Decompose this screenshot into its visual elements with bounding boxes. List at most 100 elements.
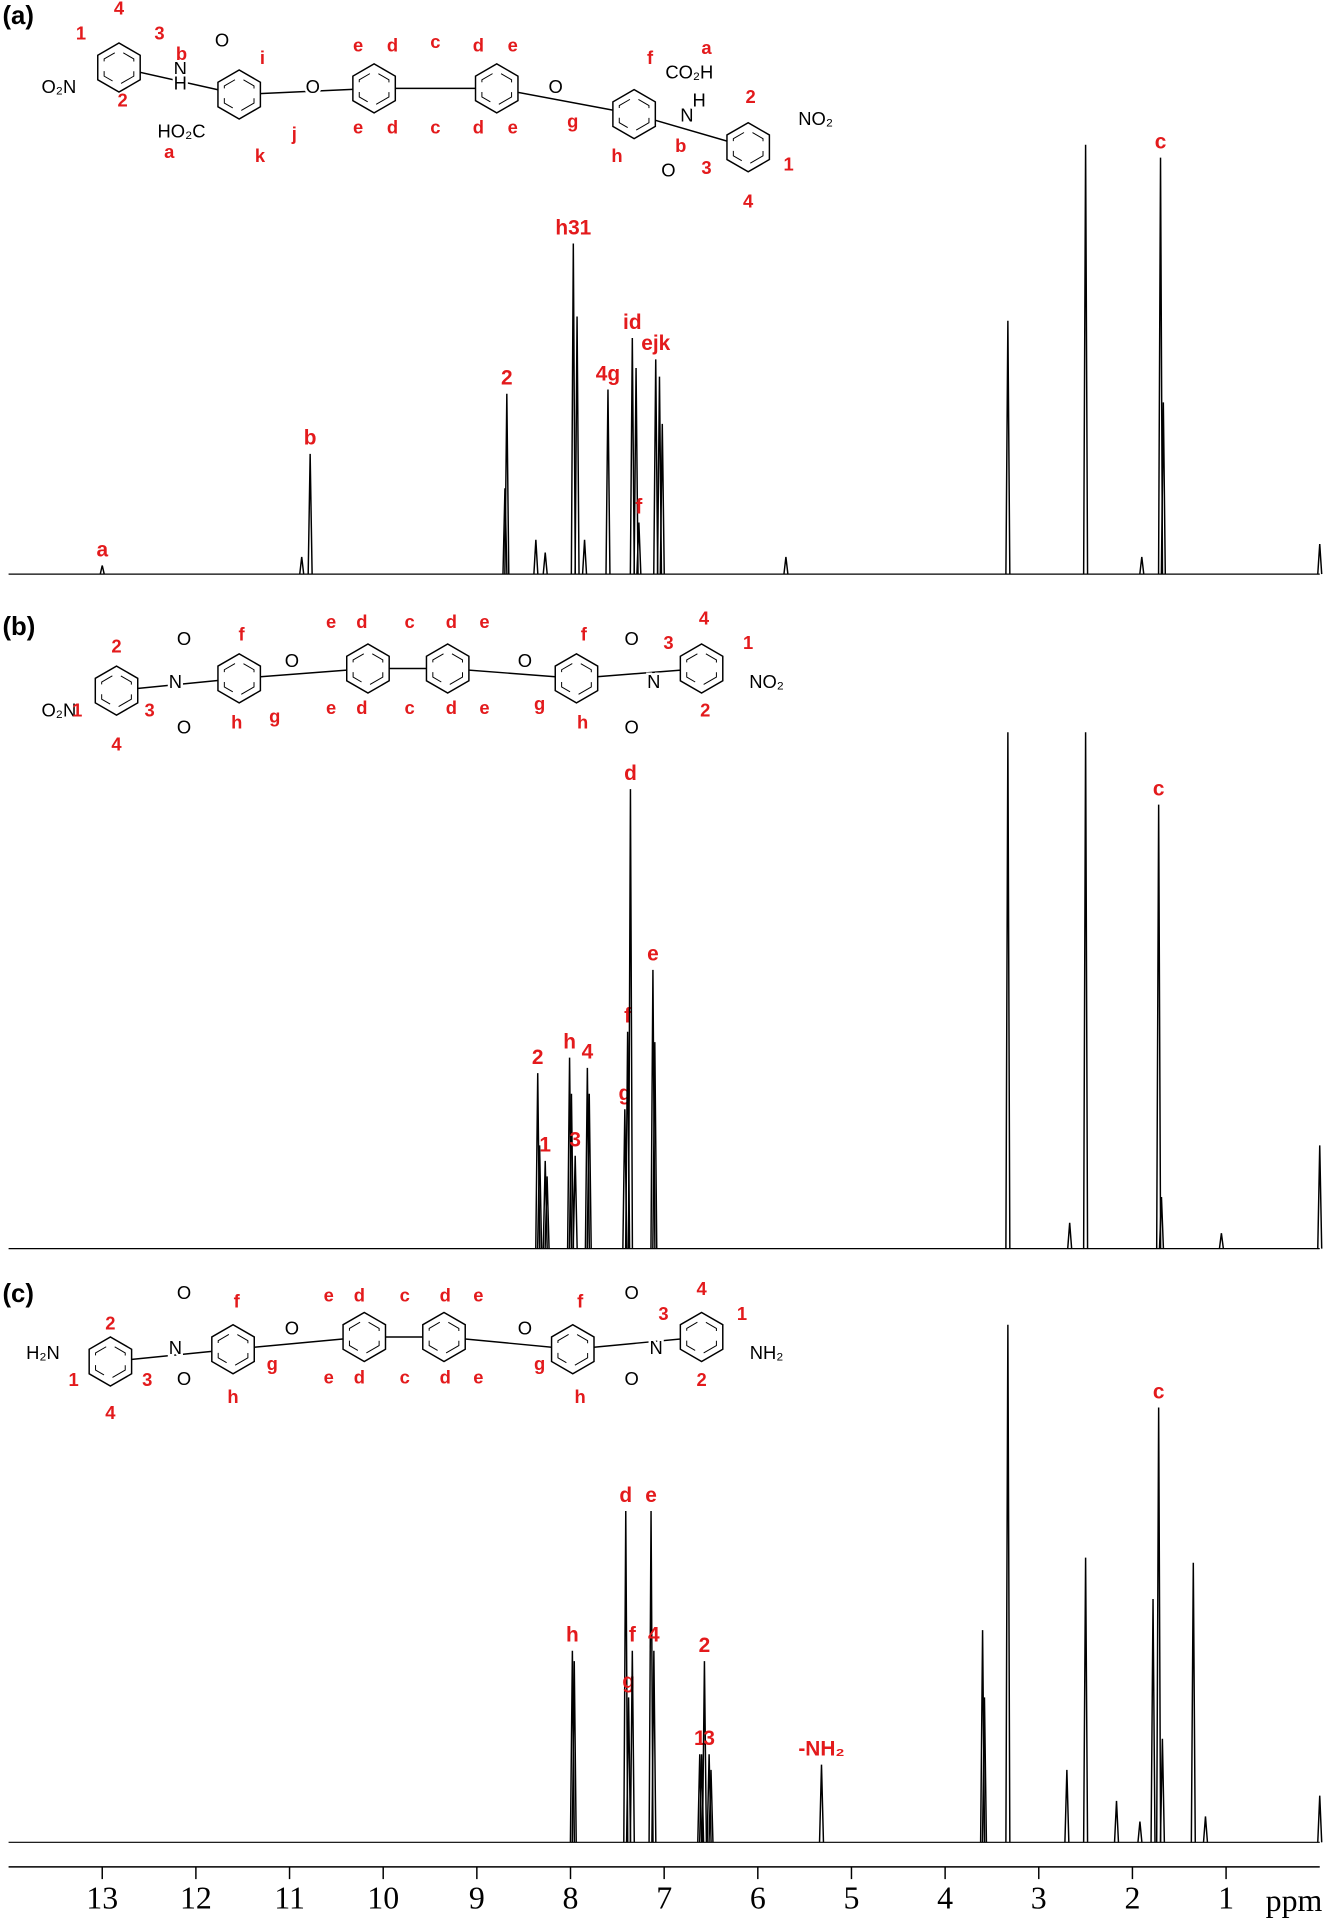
peak-label: c xyxy=(1153,777,1165,800)
structure-atom: O xyxy=(215,30,229,51)
structure-label: e xyxy=(508,117,518,138)
structure-atom: O xyxy=(177,1282,191,1303)
peak-label: f xyxy=(629,1624,636,1647)
peak xyxy=(1005,320,1011,575)
peak-label: d xyxy=(624,762,637,785)
peak-label: c xyxy=(1153,1380,1165,1403)
peak xyxy=(627,789,634,1249)
ring-inner xyxy=(481,70,513,107)
peak xyxy=(536,1145,543,1249)
ring-inner xyxy=(358,70,390,107)
structure-label: 3 xyxy=(663,632,673,653)
peak xyxy=(1005,1324,1011,1843)
structure-atom: O xyxy=(177,1368,191,1389)
bond xyxy=(496,87,635,115)
peak-label: ejk xyxy=(641,332,670,355)
peak xyxy=(1158,1197,1165,1249)
ring xyxy=(422,1311,466,1363)
structure-label: e xyxy=(324,1367,334,1388)
ring-inner xyxy=(432,650,464,687)
structure-label: 1 xyxy=(784,154,794,175)
structure-atom: O xyxy=(625,1282,639,1303)
structure-label: 2 xyxy=(700,699,710,720)
structure-label: 3 xyxy=(145,699,155,720)
peak xyxy=(1082,732,1089,1249)
structure-atom: O xyxy=(518,650,532,671)
structure-atom: HO₂C xyxy=(158,120,206,141)
structure-label: 3 xyxy=(701,157,711,178)
structure-label: h xyxy=(577,712,588,733)
peak xyxy=(701,1661,708,1843)
panel-label: (b) xyxy=(2,613,35,641)
structure-label: 3 xyxy=(142,1369,152,1390)
structure-atom: O xyxy=(625,716,639,737)
structure-label: b xyxy=(176,43,187,64)
structure-label: f xyxy=(239,623,246,644)
x-tick-label: 7 xyxy=(656,1880,672,1915)
structure-atom: O xyxy=(548,76,562,97)
peak xyxy=(570,243,577,575)
structure-atom: CO₂H xyxy=(665,62,713,83)
peak xyxy=(636,522,642,575)
peak-label: e xyxy=(645,1484,657,1507)
x-tick-label: 13 xyxy=(86,1880,118,1915)
peak xyxy=(533,539,539,575)
structure-label: f xyxy=(234,1290,241,1311)
peak-label: 4 xyxy=(582,1041,594,1064)
structure-atom: O₂N xyxy=(42,699,77,720)
peak xyxy=(1082,144,1089,575)
peak xyxy=(574,316,580,575)
peak xyxy=(783,556,789,575)
ring xyxy=(612,88,657,140)
ring-inner xyxy=(103,49,135,86)
structure-label: d xyxy=(446,697,457,718)
peak xyxy=(1218,1233,1225,1249)
structure-label: 4 xyxy=(114,0,125,19)
peak xyxy=(1159,1738,1166,1843)
structure-label: f xyxy=(577,1290,584,1311)
structure-label: e xyxy=(473,1284,483,1305)
peak xyxy=(1317,1145,1323,1249)
structure-label: 4 xyxy=(105,1402,116,1423)
x-tick-label: 1 xyxy=(1218,1880,1234,1915)
structure-label: g xyxy=(269,705,280,726)
x-tick-label: 4 xyxy=(937,1880,953,1915)
ring xyxy=(425,643,470,694)
structure-label: e xyxy=(326,611,336,632)
peak-label: h xyxy=(563,1030,576,1053)
ring-inner xyxy=(217,1331,249,1367)
structure-label: g xyxy=(267,1353,278,1374)
structure-label: a xyxy=(164,141,175,162)
ring xyxy=(217,652,262,704)
peak xyxy=(1139,556,1145,575)
peak-label: a xyxy=(96,538,108,561)
x-axis-label: ppm xyxy=(1266,1883,1323,1918)
peak xyxy=(623,1511,629,1843)
peak xyxy=(544,1176,550,1249)
structure-label: c xyxy=(400,1367,410,1388)
peak xyxy=(818,1764,825,1843)
peak xyxy=(659,423,665,575)
ring xyxy=(679,643,724,694)
structure-atom: O xyxy=(306,76,320,97)
structure-label: 3 xyxy=(658,1303,668,1324)
ring xyxy=(554,652,599,704)
ring xyxy=(211,1323,255,1375)
structure-atom: H xyxy=(174,73,187,94)
peak xyxy=(1202,1816,1209,1843)
peak xyxy=(605,389,611,575)
structure-label: g xyxy=(534,693,545,714)
structure-atom: NH₂ xyxy=(750,1342,784,1363)
peak xyxy=(697,1754,703,1843)
peak-label: 4g xyxy=(596,362,620,385)
structure-label: d xyxy=(356,697,367,718)
structure-label: 2 xyxy=(746,86,756,107)
peak xyxy=(1317,1795,1323,1843)
x-tick-label: 3 xyxy=(1031,1880,1047,1915)
structure-label: c xyxy=(430,117,440,138)
structure-label: h xyxy=(231,712,242,733)
structure-atom: O xyxy=(518,1317,532,1338)
ring-inner xyxy=(686,650,717,687)
peak xyxy=(629,337,636,575)
